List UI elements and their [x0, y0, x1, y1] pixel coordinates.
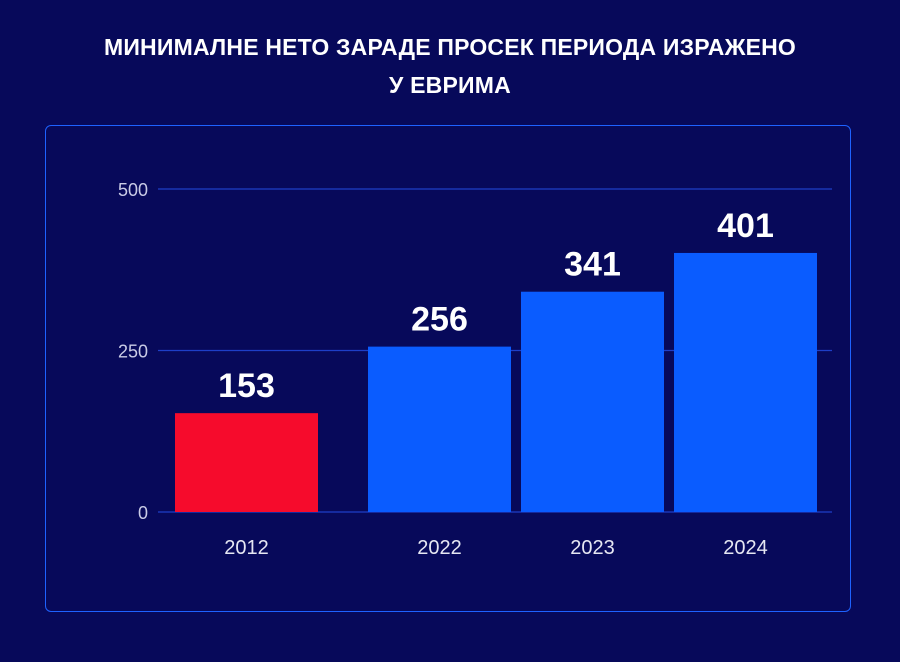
- chart-title-line-1: МИНИМАЛНЕ НЕТО ЗАРАДЕ ПРОСЕК ПЕРИОДА ИЗР…: [103, 34, 797, 60]
- bar-2024: [674, 252, 817, 513]
- bar-2022: [368, 346, 511, 512]
- bar-2012: [175, 413, 318, 512]
- data-label-2024: 401: [717, 207, 774, 245]
- x-tick-label-2012: 2012: [224, 537, 269, 559]
- y-tick-label-0: 0: [138, 503, 148, 523]
- y-tick-label-500: 500: [118, 180, 148, 200]
- x-tick-label-2024: 2024: [723, 537, 768, 559]
- x-tick-label-2023: 2023: [570, 537, 615, 559]
- chart-panel: [45, 125, 851, 612]
- x-tick-label-2022: 2022: [417, 537, 462, 559]
- chart-title: МИНИМАЛНЕ НЕТО ЗАРАДЕ ПРОСЕК ПЕРИОДА ИЗР…: [0, 28, 900, 104]
- y-tick-label-250: 250: [118, 342, 148, 362]
- data-label-2022: 256: [411, 301, 468, 339]
- data-label-2023: 341: [564, 246, 621, 284]
- data-label-2012: 153: [218, 367, 275, 405]
- bar-2023: [521, 291, 664, 512]
- chart-title-line-2: У ЕВРИМА: [389, 72, 511, 98]
